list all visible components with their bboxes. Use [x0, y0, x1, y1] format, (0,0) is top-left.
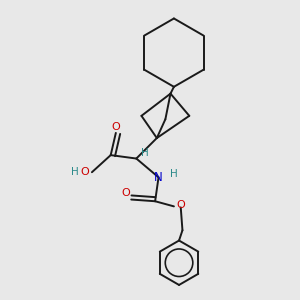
Text: O: O — [112, 122, 120, 132]
Text: H: H — [71, 167, 79, 177]
Text: O: O — [122, 188, 130, 198]
Text: O: O — [81, 167, 89, 177]
Text: H: H — [170, 169, 178, 179]
Text: H: H — [141, 148, 149, 158]
Text: O: O — [176, 200, 185, 210]
Text: N: N — [154, 171, 163, 184]
